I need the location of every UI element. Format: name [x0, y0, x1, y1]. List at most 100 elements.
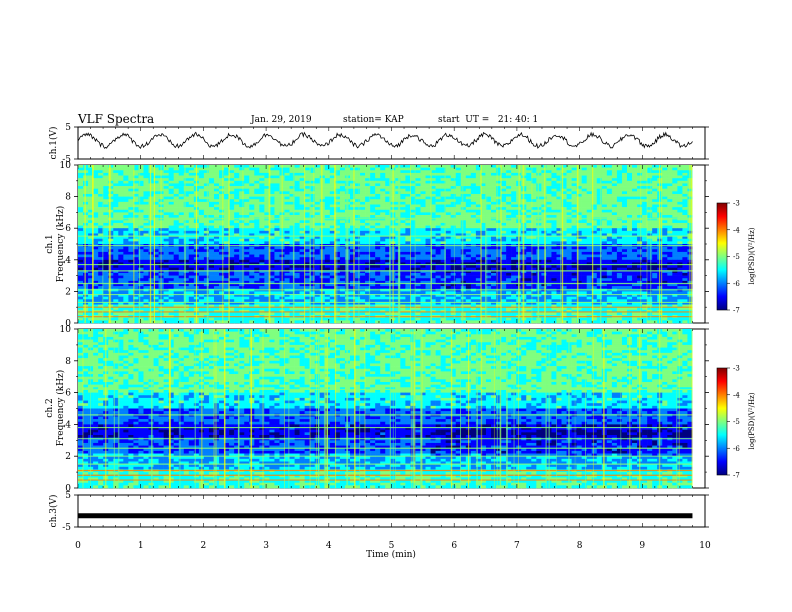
spec-cell — [435, 230, 441, 234]
spec-cell — [254, 172, 260, 176]
spec-cell — [440, 267, 446, 271]
spec-cell — [213, 199, 220, 203]
spec-cell — [501, 165, 507, 168]
spec-cell — [420, 204, 426, 208]
spec-cell — [652, 212, 658, 216]
spec-cell — [647, 193, 653, 197]
spec-cell — [178, 204, 185, 208]
spec-cell — [93, 175, 99, 179]
spec-cell — [637, 207, 643, 211]
spec-cell — [400, 204, 406, 208]
spec-cell — [616, 165, 623, 168]
spec-cell — [496, 196, 502, 200]
spec-cell — [219, 204, 225, 208]
spec-cell — [203, 175, 210, 179]
spec-cell — [224, 199, 230, 203]
spec-cell — [551, 230, 557, 234]
spec-cell — [123, 165, 129, 168]
spec-cell — [491, 222, 497, 226]
spec-cell — [546, 175, 552, 179]
spec-cell — [98, 175, 104, 179]
spec-cell — [526, 249, 532, 253]
spec-cell — [647, 236, 653, 240]
spec-cell — [128, 233, 134, 237]
spec-cell — [269, 222, 275, 226]
spec-cell — [601, 251, 608, 255]
spec-cell — [470, 238, 477, 242]
spec-cell — [123, 236, 129, 240]
spec-cell — [365, 172, 371, 176]
spec-cell — [450, 201, 457, 205]
spec-cell — [173, 209, 180, 213]
spec-cell — [435, 225, 441, 229]
spec-cell — [334, 186, 341, 189]
spec-cell — [541, 191, 547, 195]
spec-cell — [546, 265, 552, 268]
spec-cell — [123, 228, 129, 232]
spec-cell — [128, 170, 134, 174]
spec-cell — [304, 220, 310, 224]
spec-cell — [203, 215, 210, 218]
spec-cell — [314, 188, 321, 192]
spec-cell — [480, 233, 487, 237]
spec-cell — [304, 259, 310, 263]
spec-cell — [616, 167, 623, 171]
spec-cell — [309, 172, 316, 176]
spec-cell — [294, 220, 300, 224]
spec-cell — [365, 178, 371, 182]
spec-cell — [365, 249, 371, 253]
spec-cell — [561, 188, 567, 192]
spec-cell — [611, 249, 618, 253]
spec-cell — [113, 222, 119, 226]
spec-cell — [324, 254, 331, 258]
spec-cell — [168, 262, 174, 266]
spec-cell — [163, 254, 169, 258]
spec-cell — [198, 193, 205, 197]
spec-cell — [460, 199, 467, 203]
spec-cell — [188, 188, 195, 192]
spec-cell — [118, 178, 124, 182]
spec-cell — [88, 233, 94, 237]
spec-cell — [657, 209, 663, 213]
spec-cell — [606, 241, 613, 245]
spec-cell — [93, 207, 99, 211]
spec-cell — [385, 212, 391, 216]
spec-cell — [657, 257, 663, 261]
spec-cell — [546, 251, 552, 255]
spec-cell — [88, 178, 94, 182]
spec-cell — [410, 262, 416, 266]
spec-cell — [324, 178, 331, 182]
spec-cell — [163, 267, 169, 271]
spec-cell — [405, 193, 411, 197]
spec-cell — [78, 236, 84, 240]
spec-cell — [420, 180, 426, 184]
spec-cell — [244, 191, 250, 195]
spec-cell — [173, 188, 180, 192]
spec-cell — [652, 209, 658, 213]
spec-cell — [475, 220, 482, 224]
spec-cell — [314, 215, 321, 218]
spec-cell — [556, 222, 562, 226]
spec-cell — [677, 246, 683, 250]
spec-cell — [289, 193, 295, 197]
spec-cell — [339, 262, 346, 266]
spec-cell — [606, 209, 613, 213]
spec-cell — [455, 215, 462, 218]
spec-cell — [259, 241, 265, 245]
spec-cell — [606, 254, 613, 258]
spec-cell — [88, 270, 94, 274]
spec-cell — [440, 209, 446, 213]
spec-cell — [269, 209, 275, 213]
spec-cell — [289, 207, 295, 211]
spec-cell — [370, 186, 376, 189]
spec-cell — [103, 209, 109, 213]
spec-cell — [480, 201, 487, 205]
spec-cell — [410, 215, 416, 218]
spec-cell — [475, 228, 482, 232]
spec-cell — [611, 183, 618, 187]
spec-cell — [485, 196, 492, 200]
spec-cell — [208, 204, 215, 208]
spec-cell — [687, 191, 693, 195]
spec-cell — [410, 270, 416, 274]
spec-cell — [425, 201, 431, 205]
